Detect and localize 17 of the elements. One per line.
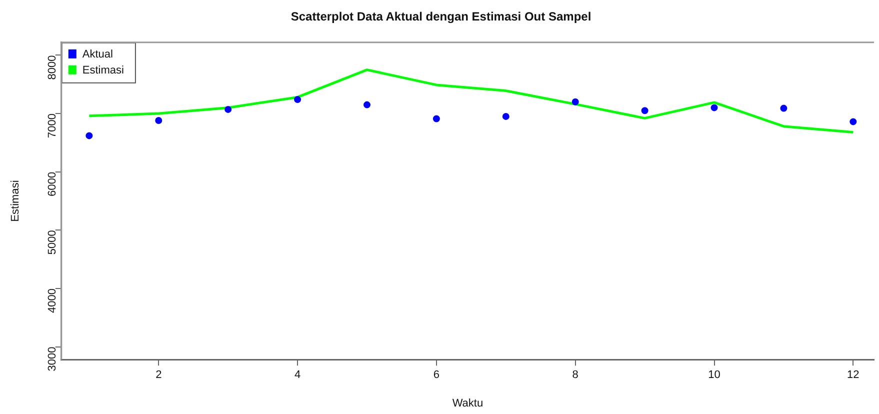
x-tick-label: 8: [572, 369, 578, 382]
y-tick-label: 7000: [46, 114, 58, 138]
y-tick-label: 4000: [46, 288, 58, 313]
legend-label: Aktual: [82, 48, 113, 60]
x-axis-title: Waktu: [452, 397, 484, 410]
chart-title: Scatterplot Data Aktual dengan Estimasi Out Sampel: [290, 10, 592, 24]
x-tick-label: 4: [294, 369, 301, 382]
x-tick-label: 6: [433, 369, 440, 382]
y-tick-label: 3000: [46, 346, 58, 372]
x-tick-label: 10: [708, 369, 720, 382]
legend-label: Estimasi: [82, 64, 124, 76]
x-tick-label: 12: [847, 369, 860, 382]
y-tick-label: 5000: [46, 230, 58, 255]
y-tick-label: 8000: [46, 55, 58, 80]
x-tick-label: 2: [156, 369, 162, 382]
y-axis-title: Estimasi: [10, 180, 22, 222]
y-tick-label: 6000: [46, 172, 58, 196]
